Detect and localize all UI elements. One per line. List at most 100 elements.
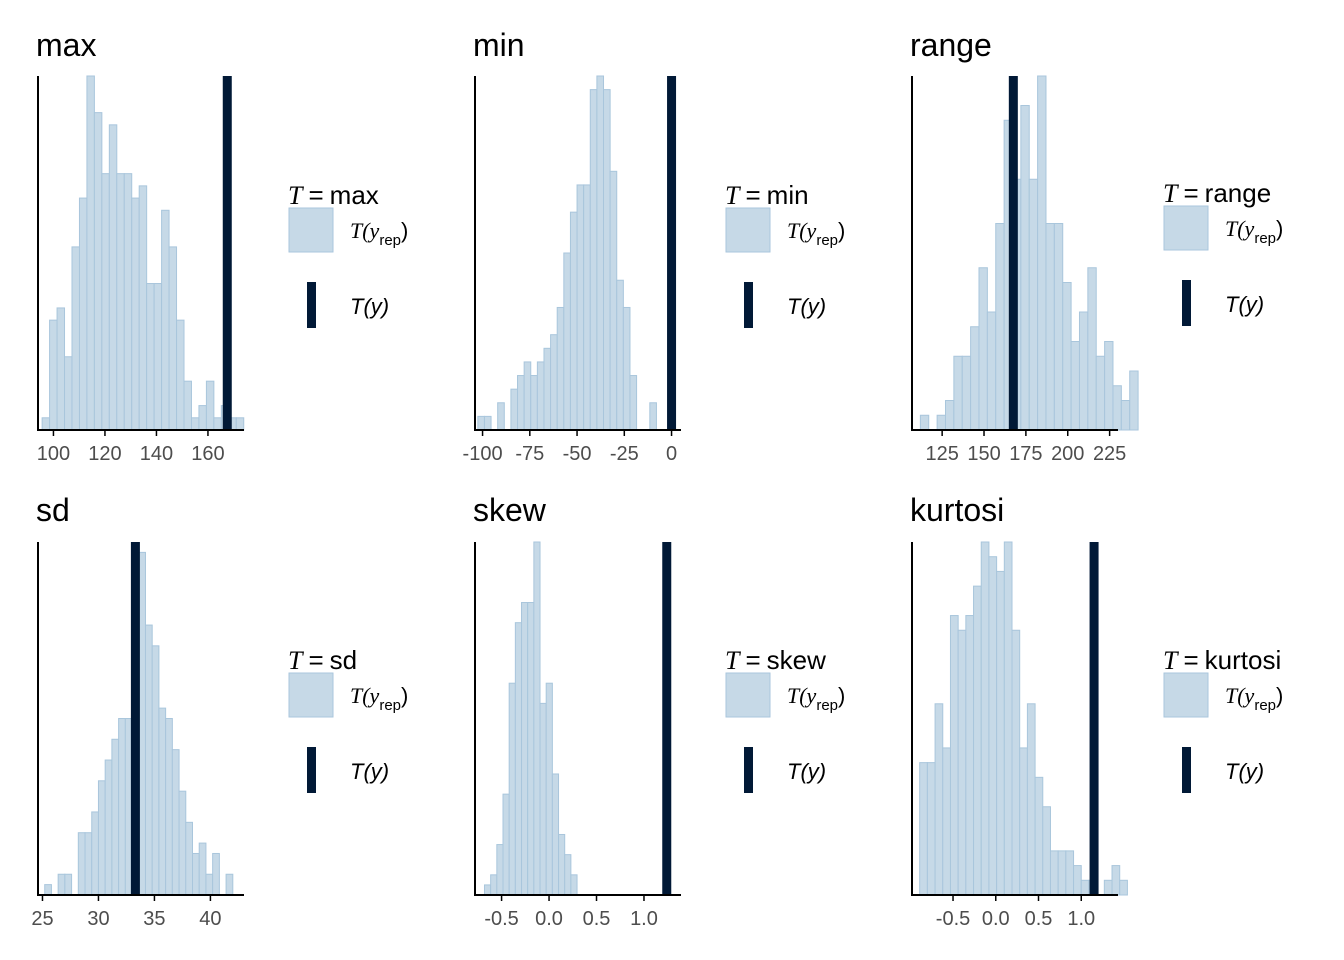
histogram-bar bbox=[123, 173, 133, 431]
histogram-bar bbox=[77, 832, 86, 896]
histogram-bar bbox=[44, 884, 52, 896]
histogram-bar bbox=[1003, 541, 1013, 896]
legend-obs-swatch bbox=[1182, 280, 1191, 326]
x-tick-label: 1.0 bbox=[1067, 908, 1095, 930]
histogram-bar bbox=[171, 749, 180, 896]
legend-obs-label: T(y) bbox=[787, 759, 826, 784]
legend-rep-label: T(yrep) bbox=[350, 683, 408, 714]
panel-title: skew bbox=[473, 492, 547, 528]
legend-rep-swatch bbox=[1163, 672, 1209, 718]
x-tick-label: 0.0 bbox=[982, 908, 1010, 930]
histogram-bar bbox=[205, 380, 215, 431]
histogram-bar bbox=[523, 361, 532, 431]
histogram-bar bbox=[563, 252, 571, 431]
histogram-bar bbox=[596, 75, 605, 431]
histogram-bar bbox=[517, 375, 525, 431]
histogram-bar bbox=[190, 417, 200, 431]
histogram-bar bbox=[953, 355, 963, 431]
observed-stat-line bbox=[667, 76, 677, 430]
x-tick-label: 30 bbox=[87, 908, 109, 930]
histogram-bar bbox=[198, 842, 207, 896]
legend-rep-label: T(yrep) bbox=[787, 683, 845, 714]
legend-obs-swatch bbox=[744, 282, 753, 328]
x-tick-label: 175 bbox=[1009, 443, 1042, 465]
legend-rep-label: T(yrep) bbox=[787, 218, 845, 249]
histogram-bar bbox=[1042, 806, 1051, 896]
x-tick-label: -50 bbox=[563, 443, 592, 465]
histogram-bar bbox=[116, 173, 125, 431]
histogram-bar bbox=[1080, 879, 1090, 896]
histogram-bar bbox=[988, 556, 998, 896]
legend-rep-swatch bbox=[288, 672, 334, 718]
histogram-bar bbox=[995, 223, 1005, 431]
histogram-bar bbox=[168, 246, 178, 431]
legend-rep-swatch bbox=[725, 207, 771, 253]
histogram-bar bbox=[165, 718, 173, 896]
x-tick-label: 0.5 bbox=[1025, 908, 1053, 930]
x-tick-label: 150 bbox=[967, 443, 1000, 465]
legend-title: T = range bbox=[1163, 178, 1271, 208]
x-tick-label: -0.5 bbox=[484, 908, 518, 930]
histogram-bar bbox=[502, 793, 510, 896]
histogram-bar bbox=[57, 873, 66, 896]
x-tick-label: -0.5 bbox=[936, 908, 970, 930]
histogram-bar bbox=[1045, 223, 1055, 431]
histogram-bar bbox=[965, 615, 975, 896]
panel-title: range bbox=[910, 27, 992, 63]
histogram-bar bbox=[1019, 747, 1028, 896]
histogram-bar bbox=[521, 602, 529, 896]
x-tick-label: -100 bbox=[463, 443, 503, 465]
histogram-bar bbox=[934, 703, 944, 896]
histogram-bar bbox=[1111, 865, 1121, 896]
legend-obs-swatch bbox=[307, 747, 316, 793]
histogram-bar bbox=[1129, 370, 1139, 431]
legend-title: T = kurtosi bbox=[1163, 645, 1281, 675]
histogram-bar bbox=[153, 283, 163, 431]
histogram-bar bbox=[91, 811, 99, 896]
histogram-bar bbox=[996, 570, 1005, 896]
histogram-bar bbox=[980, 541, 990, 896]
panel-skew: skew -0.5 0.0 0.5 1.0 T = skew T(yrep) T(y) bbox=[473, 492, 845, 930]
histogram-bar bbox=[1034, 776, 1044, 896]
histogram-bar bbox=[212, 852, 220, 896]
x-tick-label: 100 bbox=[37, 443, 70, 465]
x-tick-label: 40 bbox=[199, 908, 221, 930]
histogram-bar bbox=[1037, 75, 1047, 431]
legend-title: T = sd bbox=[288, 645, 357, 675]
histogram-bar bbox=[71, 246, 80, 431]
legend-max: T = max T(yrep) T(y) bbox=[288, 180, 408, 328]
histogram-bar bbox=[1104, 341, 1114, 431]
histogram-bar bbox=[527, 602, 535, 896]
histogram-bar bbox=[569, 211, 578, 431]
panel-range: range 125 150 175 200 225 T = range T(yrep) T(y) bbox=[910, 27, 1283, 465]
x-tick-label: 225 bbox=[1093, 443, 1126, 465]
histogram-bar bbox=[1087, 267, 1097, 431]
histogram-bar bbox=[185, 821, 193, 896]
histogram-bar bbox=[235, 417, 245, 431]
histogram-bar bbox=[104, 759, 113, 896]
histogram-bar bbox=[533, 541, 541, 896]
histogram-bar bbox=[543, 347, 552, 431]
legend-skew: T = skew T(yrep) T(y) bbox=[725, 645, 845, 793]
histogram-bar bbox=[183, 380, 192, 431]
legend-min: T = min T(yrep) T(y) bbox=[725, 180, 845, 328]
legend-title: T = max bbox=[288, 180, 379, 210]
histogram-bar bbox=[986, 311, 997, 431]
histogram-bar bbox=[970, 326, 980, 431]
histogram-bar bbox=[551, 773, 560, 896]
legend-rep-swatch bbox=[1163, 205, 1209, 251]
histogram-bar bbox=[97, 780, 106, 896]
legend-obs-label: T(y) bbox=[1225, 759, 1264, 784]
x-tick-label: 25 bbox=[31, 908, 53, 930]
histogram-bar bbox=[957, 629, 967, 896]
x-tick-label: 1.0 bbox=[630, 908, 658, 930]
histogram-bar bbox=[1078, 311, 1089, 431]
panel-title: sd bbox=[36, 492, 70, 528]
legend-rep-label: T(yrep) bbox=[350, 218, 408, 249]
x-tick-label: -25 bbox=[610, 443, 639, 465]
panel-max: max 100 120 140 160 T = max T(yrep) T(y) bbox=[36, 27, 408, 465]
histogram-bar bbox=[144, 624, 153, 896]
histogram-bar bbox=[1053, 223, 1064, 431]
x-tick-label: 0.5 bbox=[583, 908, 611, 930]
